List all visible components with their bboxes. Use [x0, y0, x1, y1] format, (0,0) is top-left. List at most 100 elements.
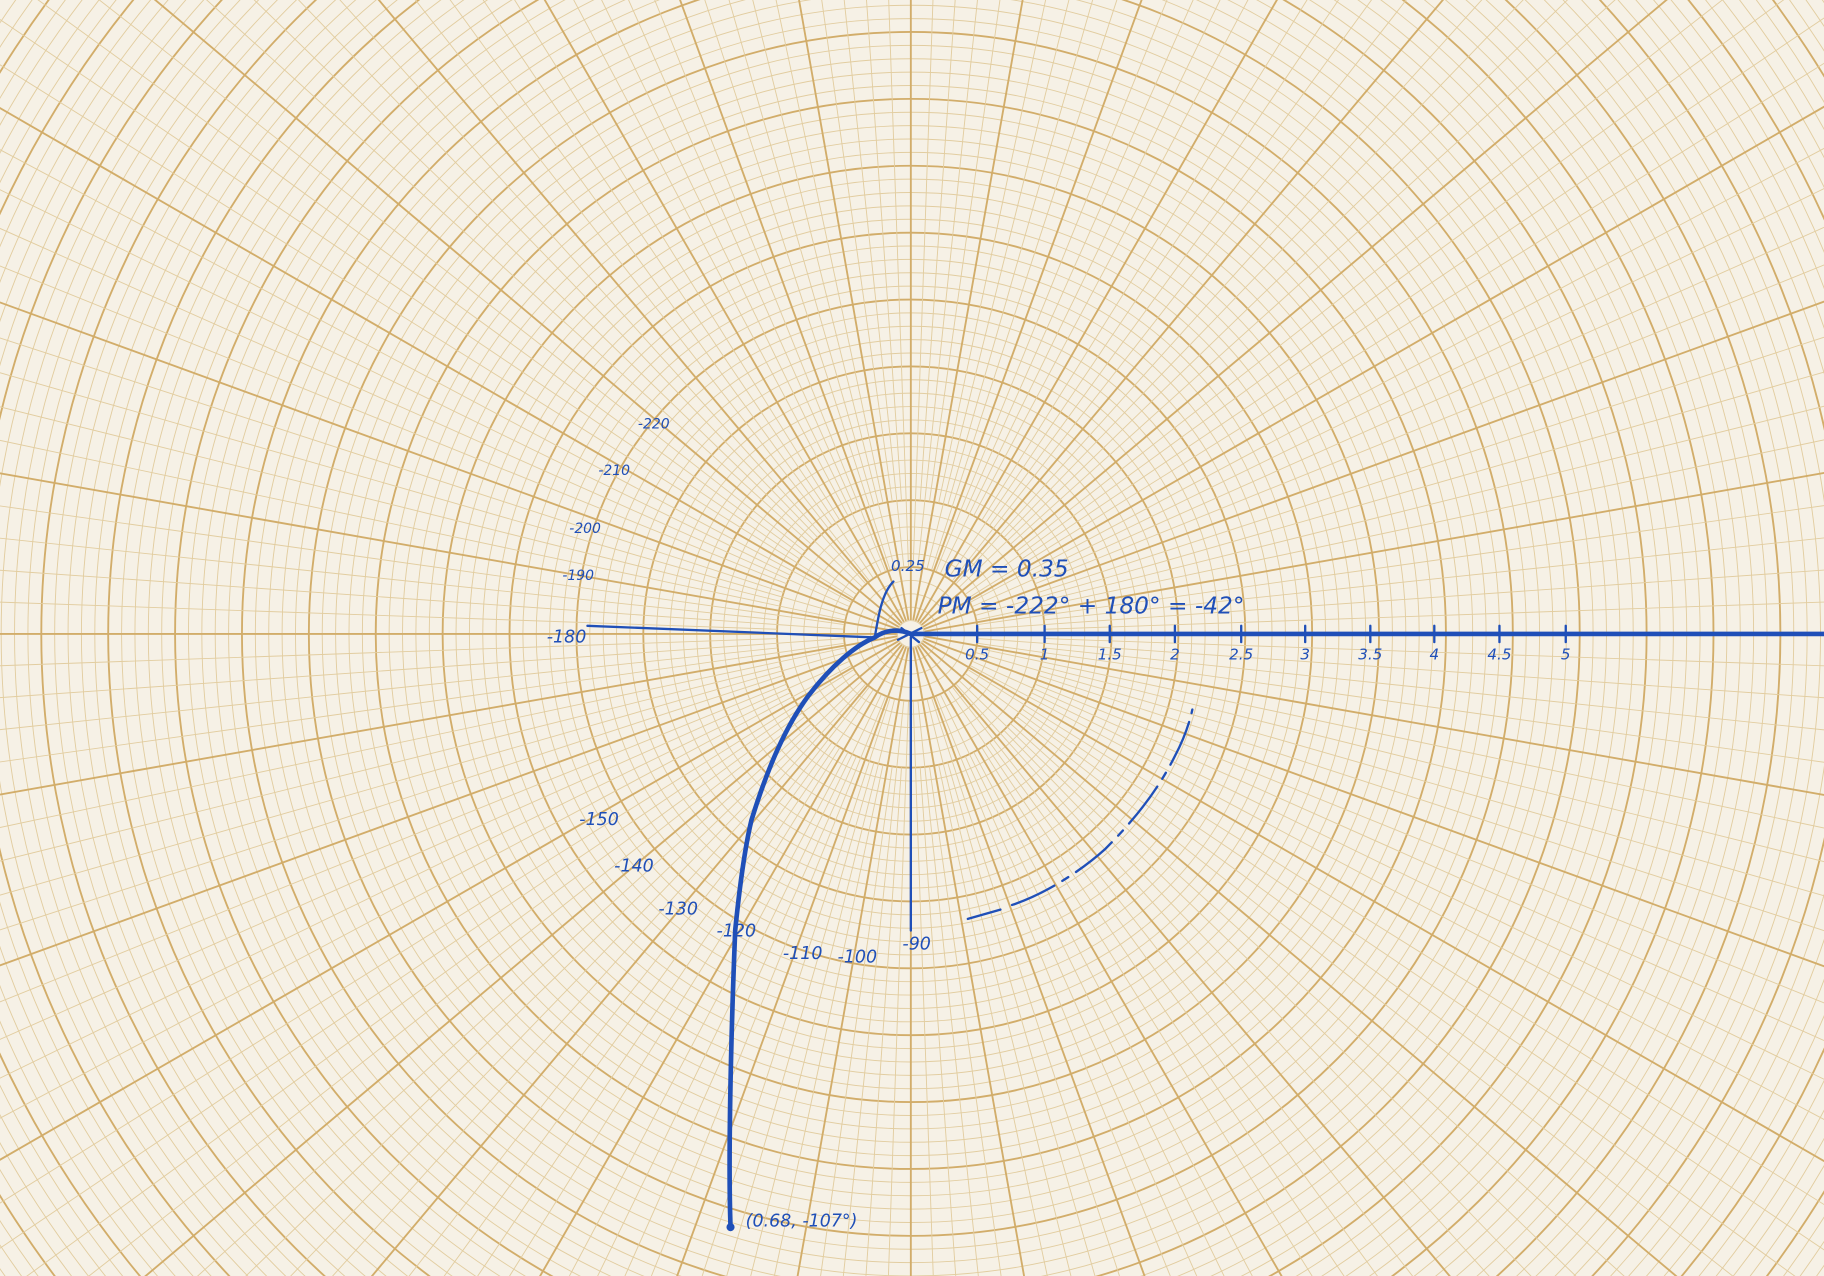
- major-radial: [0, 637, 899, 967]
- major-radial: [0, 635, 898, 796]
- phase-label: -110: [783, 944, 823, 964]
- minor-radial: [967, 62, 1824, 599]
- minor-radial: [196, 723, 812, 1276]
- minor-radial: [297, 0, 819, 539]
- minor-radial: [0, 19, 801, 560]
- major-radial: [912, 647, 1026, 1276]
- minor-radial: [750, 699, 895, 1276]
- major-radial: [922, 640, 1824, 1163]
- major-radial: [370, 644, 903, 1276]
- minor-radial: [88, 715, 806, 1276]
- magnitude-label: 5: [1561, 645, 1571, 663]
- minor-radial: [887, 701, 909, 1276]
- major-radial: [0, 640, 900, 1161]
- minor-radial: [947, 762, 1096, 1276]
- labels: 0.25 GM = 0.35 PM = -222° + 180° = -42° …: [547, 417, 1571, 1232]
- minor-radial: [959, 0, 1569, 588]
- minor-radial: [37, 0, 857, 595]
- minor-radial: [0, 189, 791, 576]
- nyquist-curve: [727, 628, 914, 1230]
- minor-radial: [970, 665, 1824, 1120]
- minor-radial: [654, 0, 886, 572]
- major-radial: [144, 642, 901, 1276]
- magnitude-label: 1.5: [1098, 645, 1122, 663]
- minor-radial: [597, 694, 882, 1276]
- phase-label: -180: [547, 627, 587, 647]
- minor-radial: [989, 741, 1378, 1276]
- minor-radial: [0, 642, 845, 763]
- minor-radial: [1034, 683, 1824, 1004]
- minor-radial: [912, 701, 934, 1276]
- minor-radial: [0, 372, 847, 616]
- minor-radial: [726, 762, 875, 1276]
- minor-radial: [1037, 674, 1824, 932]
- minor-radial: [601, 0, 882, 574]
- minor-radial: [98, 0, 806, 552]
- major-radial: [0, 107, 900, 628]
- major-radial: [676, 646, 907, 1276]
- major-radial: [923, 637, 1824, 968]
- minor-radial: [919, 767, 957, 1276]
- minor-radial: [917, 0, 978, 567]
- minor-radial: [0, 638, 778, 667]
- dashed-arc: [966, 708, 1194, 921]
- minor-radial: [1040, 405, 1824, 603]
- major-radial: [914, 646, 1146, 1276]
- minor-radial: [926, 699, 1072, 1276]
- magnitude-label: 3.5: [1358, 645, 1382, 663]
- minor-radial: [975, 371, 1824, 616]
- point-label: (0.68, -107°): [746, 1211, 858, 1231]
- minor-radial: [650, 696, 886, 1276]
- crossing-leader: [873, 580, 895, 639]
- minor-radial: [1021, 708, 1824, 1251]
- minor-radial: [866, 0, 902, 501]
- major-radial: [0, 472, 898, 633]
- minor-radial: [245, 680, 863, 1276]
- phase-label: -200: [569, 521, 601, 537]
- major-radial: [920, 642, 1678, 1276]
- minor-radial: [820, 766, 893, 1276]
- magnitude-label: 4: [1429, 645, 1439, 663]
- minor-radial: [573, 0, 849, 517]
- major-radial: [924, 471, 1824, 633]
- minor-radial: [821, 0, 893, 502]
- minor-radial: [0, 692, 791, 1079]
- minor-radial: [959, 680, 1577, 1276]
- minor-radial: [0, 674, 784, 931]
- minor-radial: [939, 0, 1221, 574]
- minor-radial: [938, 764, 1048, 1276]
- minor-radial: [0, 638, 844, 699]
- minor-radial: [939, 694, 1225, 1276]
- minor-radial: [1015, 0, 1724, 552]
- minor-radial: [976, 647, 1824, 829]
- minor-radial: [931, 697, 1120, 1276]
- magnitude-label: 0.5: [965, 645, 989, 663]
- minor-radial: [775, 0, 884, 504]
- phase-label: -140: [614, 857, 654, 877]
- gain-margin-note: GM = 0.35: [945, 555, 1069, 582]
- minor-radial: [624, 755, 857, 1276]
- minor-radial: [0, 669, 854, 1204]
- minor-radial: [973, 751, 1253, 1276]
- hand-drawing: [586, 580, 1824, 1232]
- phase-label: -190: [562, 568, 594, 584]
- minor-radial: [1040, 665, 1824, 863]
- minor-radial: [1030, 692, 1824, 1080]
- major-radial: [539, 645, 905, 1276]
- major-radial: [917, 645, 1283, 1276]
- phase-label: -210: [598, 463, 630, 479]
- minor-radial: [970, 147, 1824, 603]
- minor-radial: [701, 697, 891, 1276]
- minor-radial: [0, 64, 854, 599]
- minor-radial: [568, 751, 849, 1276]
- minor-radial: [928, 766, 1002, 1276]
- minor-radial: [0, 665, 852, 1119]
- minor-radial: [0, 439, 845, 621]
- magnitude-label: 2: [1170, 645, 1180, 663]
- minor-radial: [972, 660, 1824, 1041]
- minor-radial: [0, 601, 778, 630]
- minor-radial: [339, 0, 867, 585]
- minor-radial: [443, 741, 833, 1276]
- phase-label: -130: [658, 900, 698, 920]
